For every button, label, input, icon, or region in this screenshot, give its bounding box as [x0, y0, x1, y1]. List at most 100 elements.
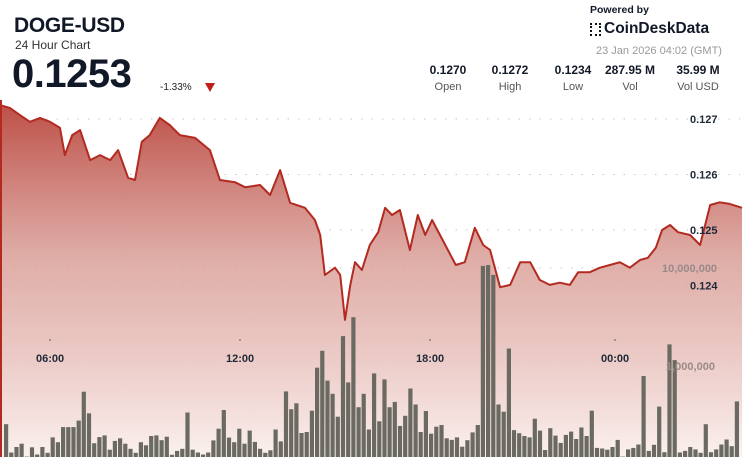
volume-bar [340, 336, 346, 457]
volume-bar [29, 447, 35, 457]
symbol-title: DOGE-USD [14, 14, 125, 37]
volume-bar [9, 452, 14, 457]
x-tick-label: 12:00 [226, 353, 254, 365]
stat-label: Vol USD [677, 81, 719, 93]
volume-bar [636, 444, 641, 457]
stat-value: 287.95 M [604, 63, 656, 77]
volume-bar [289, 409, 294, 457]
volume-bar [714, 449, 719, 457]
volume-bar [299, 433, 304, 457]
volume-bar [237, 428, 242, 457]
volume-tick-label: 10,000,000 [662, 263, 717, 275]
volume-bar [278, 441, 283, 457]
volume-tick-label: 1,000,000 [666, 361, 715, 373]
volume-bar [66, 427, 71, 457]
volume-bar [480, 265, 485, 457]
volume-bar [138, 442, 143, 457]
volume-bars [4, 265, 739, 457]
volume-bar [517, 433, 522, 457]
volume-bar [667, 344, 672, 457]
volume-bar [211, 440, 216, 457]
volume-bar [626, 449, 631, 457]
volume-bar [708, 452, 714, 457]
brand-name: CoinDeskData [604, 20, 710, 37]
volume-bar [247, 430, 252, 457]
volume-bar [35, 454, 40, 457]
volume-bar [475, 425, 480, 457]
volume-bar [180, 448, 185, 457]
price-line [0, 104, 743, 321]
volume-bar [470, 432, 475, 457]
volume-bar [579, 427, 584, 457]
volume-bar [330, 393, 335, 457]
stat-value: 0.1272 [491, 63, 529, 77]
y-tick-label: 0.125 [690, 225, 718, 237]
volume-bar [50, 437, 55, 457]
down-triangle-icon [205, 83, 215, 92]
volume-bar [444, 438, 449, 457]
current-price: 0.1253 [12, 52, 132, 96]
volume-bar [543, 450, 548, 457]
stat-label: Vol [622, 81, 638, 93]
volume-bar [335, 416, 340, 457]
volume-bar [61, 427, 66, 457]
volume-bar [553, 435, 558, 457]
volume-bar [408, 388, 413, 457]
volume-bar [537, 430, 543, 457]
y-tick-label: 0.124 [690, 281, 718, 293]
volume-bar [610, 447, 615, 457]
volume-bar [657, 406, 662, 457]
x-tick-label: 18:00 [416, 353, 444, 365]
volume-bar [631, 447, 636, 457]
volume-bar [646, 450, 651, 457]
volume-bar [190, 449, 195, 457]
volume-bar [361, 393, 366, 457]
x-tick-mark [614, 339, 616, 341]
volume-bar [107, 449, 112, 457]
volume-bar [465, 440, 470, 457]
volume-bar [703, 424, 708, 457]
stat-value: 35.99 M [676, 63, 720, 77]
y-tick-label: 0.126 [690, 170, 718, 182]
volume-bar [429, 433, 434, 457]
volume-bar [216, 428, 221, 457]
volume-bar [439, 425, 444, 457]
volume-bar [615, 439, 620, 457]
volume-bar [92, 443, 97, 457]
chart-subtitle: 24 Hour Chart [15, 38, 91, 52]
stat-label: Open [434, 81, 462, 93]
volume-bar [641, 376, 646, 457]
volume-bar [112, 440, 117, 457]
stat-low: 0.1234 Low [543, 63, 603, 93]
volume-bar [423, 411, 428, 457]
powered-by-label: Powered by [590, 4, 649, 16]
volume-bar [346, 382, 351, 457]
volume-bar [522, 436, 527, 457]
volume-bar [605, 449, 610, 457]
volume-bar [558, 442, 563, 457]
volume-bar [688, 447, 693, 457]
volume-bar [366, 429, 371, 457]
stat-open: 0.1270 Open [418, 63, 478, 93]
volume-bar [413, 404, 418, 457]
volume-bar [698, 452, 703, 457]
volume-bar [501, 411, 506, 457]
volume-bar [454, 437, 460, 457]
volume-bar [133, 452, 138, 457]
volume-bar [76, 420, 81, 457]
volume-bar [729, 446, 734, 457]
volume-bar [527, 437, 532, 457]
volume-bar [397, 425, 403, 457]
volume-bar [460, 446, 465, 457]
volume-bar [232, 442, 237, 457]
volume-bar [226, 437, 232, 457]
volume-bar [434, 426, 439, 457]
volume-bar [242, 443, 247, 457]
volume-bar [185, 412, 190, 457]
volume-bar [175, 450, 180, 457]
volume-bar [418, 432, 423, 457]
volume-bar [294, 403, 299, 457]
volume-bar [563, 434, 568, 457]
volume-bar [724, 439, 729, 457]
